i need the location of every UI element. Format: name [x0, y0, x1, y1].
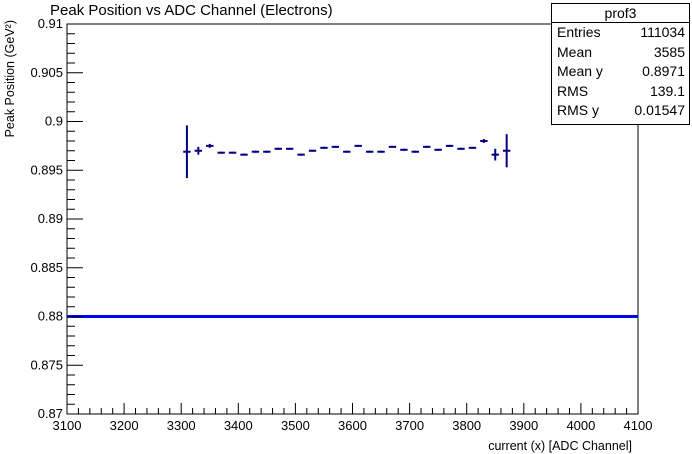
y-tick-label: 0.895 [30, 162, 63, 177]
stats-box-title: prof3 [552, 4, 689, 23]
stats-row-entries: Entries 111034 [552, 23, 689, 43]
x-tick-label: 3900 [509, 418, 538, 433]
data-point [411, 150, 420, 153]
x-tick-label: 4000 [566, 418, 595, 433]
stats-label: RMS [557, 82, 589, 99]
stats-label: Entries [557, 24, 601, 40]
chart-title: Peak Position vs ADC Channel (Electrons) [50, 2, 333, 19]
data-point [285, 147, 294, 150]
data-point [491, 148, 499, 161]
data-point [320, 146, 328, 149]
x-tick-label: 3800 [452, 418, 481, 433]
x-tick-label: 4100 [624, 418, 653, 433]
stats-value: 139.1 [649, 82, 685, 99]
stats-value: 111034 [640, 24, 685, 40]
stats-label: RMS y [557, 102, 599, 118]
stats-label: Mean [557, 43, 593, 60]
x-tick-label: 3400 [224, 418, 253, 433]
y-axis-title: Peak Position (GeV²) [3, 20, 17, 137]
data-point [331, 145, 340, 148]
stats-value: 3585 [653, 43, 685, 60]
stats-row-rms-y: RMS y 0.01547 [552, 101, 689, 121]
data-point [343, 150, 351, 153]
data-point [400, 148, 408, 151]
y-tick-label: 0.89 [38, 211, 63, 226]
data-point [251, 150, 260, 153]
y-tick-label: 0.875 [30, 357, 63, 372]
stats-row-mean-y: Mean y 0.8971 [552, 62, 689, 82]
data-point [365, 150, 374, 153]
data-point [274, 147, 282, 150]
data-point [308, 149, 317, 152]
data-point [217, 151, 225, 154]
y-tick-label: 0.905 [30, 65, 63, 80]
y-tick-label: 0.91 [38, 16, 63, 31]
data-point [434, 148, 442, 151]
x-tick-label: 3100 [53, 418, 82, 433]
stats-row-rms: RMS 139.1 [552, 82, 689, 102]
x-tick-label: 3600 [338, 418, 367, 433]
y-tick-label: 0.88 [38, 309, 63, 324]
data-point [377, 150, 385, 153]
stats-value: 0.8971 [642, 63, 685, 79]
data-points [183, 125, 511, 179]
stats-box: prof3 Entries 111034 Mean 3585 Mean y 0.… [551, 3, 690, 125]
data-point [388, 145, 397, 148]
x-tick-label: 3700 [395, 418, 424, 433]
data-point [206, 143, 214, 148]
y-axis-ticks: 0.87 0.875 0.88 0.885 0.89 0.895 0.9 0.905 0.91 [30, 16, 83, 421]
stats-row-mean: Mean 3585 [552, 43, 689, 63]
data-point [445, 144, 454, 147]
data-point [480, 139, 488, 143]
x-tick-label: 3200 [110, 418, 139, 433]
x-tick-label: 3500 [281, 418, 310, 433]
data-point [194, 146, 203, 155]
x-axis-ticks: 3100 3200 3300 3400 3500 3600 3700 3800 3900 4000… [53, 403, 653, 433]
data-point [457, 147, 465, 150]
x-tick-label: 3300 [167, 418, 196, 433]
data-point [297, 153, 305, 156]
data-point [354, 144, 362, 147]
data-point [502, 134, 511, 168]
stats-label: Mean y [557, 63, 603, 79]
y-tick-label: 0.885 [30, 260, 63, 275]
x-axis-title: current (x) [ADC Channel] [488, 439, 632, 453]
data-point [468, 146, 477, 149]
data-point [240, 153, 248, 156]
data-point [423, 145, 431, 148]
data-point [228, 151, 237, 154]
y-tick-label: 0.9 [45, 114, 63, 129]
y-tick-label: 0.87 [38, 406, 63, 421]
data-point [183, 125, 191, 179]
data-point [263, 150, 271, 153]
stats-value: 0.01547 [634, 102, 685, 118]
